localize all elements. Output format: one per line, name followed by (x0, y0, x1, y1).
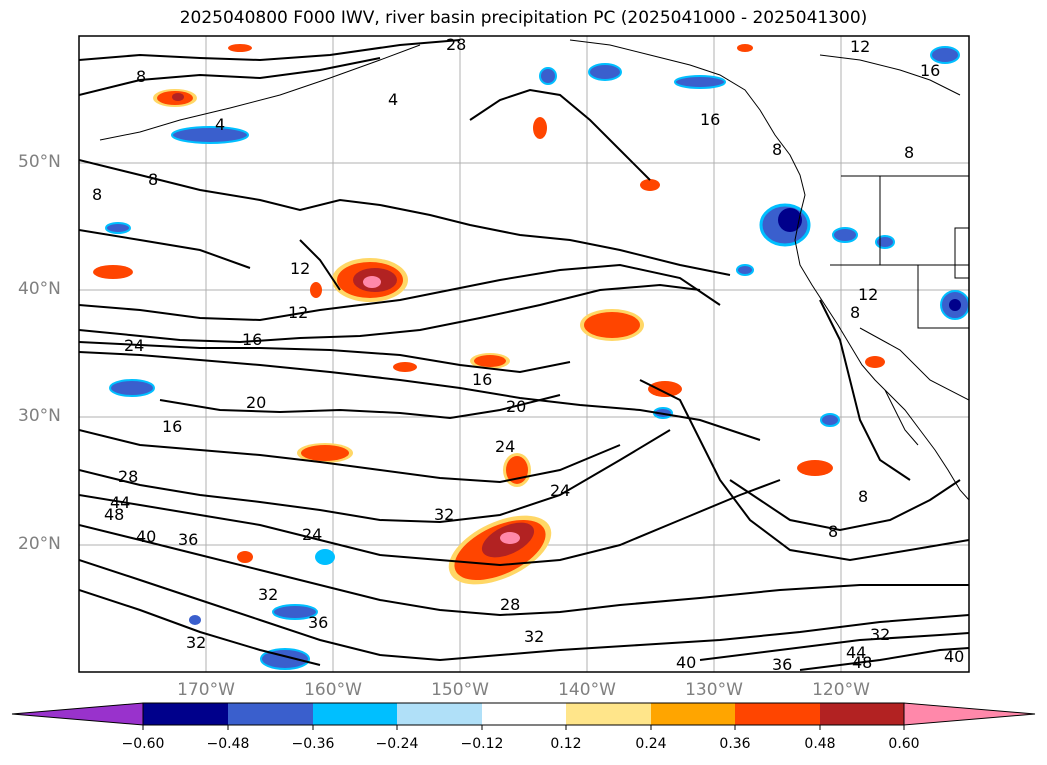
contour-label: 12 (290, 259, 310, 278)
contour-label: 8 (136, 67, 146, 86)
contour-label: 16 (472, 370, 492, 389)
contour-label: 32 (870, 625, 890, 644)
contour-label: 40 (944, 647, 964, 666)
contour-label: 12 (288, 303, 308, 322)
contour-label: 28 (118, 467, 138, 486)
colorbar-tick: 0.24 (635, 736, 667, 752)
contour-label: 8 (148, 170, 158, 189)
map-area (79, 36, 969, 672)
contour-label: 8 (904, 143, 914, 162)
contour-label: 8 (828, 522, 838, 541)
contour-label: 36 (308, 613, 328, 632)
contour-label: 32 (524, 627, 544, 646)
contour-label: 8 (92, 185, 102, 204)
colorbar-tick: −0.36 (291, 736, 335, 752)
colorbar (11, 702, 1036, 730)
contour-label: 24 (495, 437, 515, 456)
lat-label-40n: 40°N (18, 279, 61, 299)
map-frame (78, 35, 970, 673)
colorbar-tick: −0.48 (206, 736, 250, 752)
contour-label: 48 (852, 653, 872, 672)
lon-label-170w: 170°W (177, 680, 235, 700)
contour-label: 8 (858, 487, 868, 506)
lon-label-150w: 150°W (431, 680, 489, 700)
contour-label: 4 (215, 115, 225, 134)
contour-label: 16 (700, 110, 720, 129)
contour-label: 16 (162, 417, 182, 436)
lon-label-130w: 130°W (685, 680, 743, 700)
contour-label: 28 (446, 35, 466, 54)
contour-label: 4 (388, 90, 398, 109)
contour-label: 48 (104, 505, 124, 524)
contour-label: 32 (434, 505, 454, 524)
contour-label: 40 (136, 527, 156, 546)
contour-label: 44 (846, 643, 866, 662)
colorbar-tick: −0.24 (375, 736, 419, 752)
colorbar-tick: 0.12 (550, 736, 582, 752)
contour-label: 36 (178, 530, 198, 549)
contour-labels: 8 8 8 4 4 8 12 16 28 12 12 16 24 16 20 1… (92, 35, 964, 674)
positive-precip-areas (93, 44, 885, 585)
lat-label-30n: 30°N (18, 406, 61, 426)
lon-label-140w: 140°W (558, 680, 616, 700)
coastlines (99, 39, 969, 501)
contour-label: 24 (302, 525, 322, 544)
map-title: 2025040800 F000 IWV, river basin precipi… (179, 8, 868, 28)
iwv-contours (79, 39, 969, 671)
contour-label: 8 (850, 303, 860, 322)
contour-label: 28 (500, 595, 520, 614)
contour-label: 40 (676, 653, 696, 672)
contour-label: 36 (772, 655, 792, 674)
contour-label: 32 (258, 585, 278, 604)
lat-label-50n: 50°N (18, 152, 61, 172)
lat-label-20n: 20°N (18, 534, 61, 554)
contour-label: 16 (920, 61, 940, 80)
colorbar-tick: 0.36 (719, 736, 751, 752)
contour-label: 20 (246, 393, 266, 412)
contour-label: 16 (242, 330, 262, 349)
colorbar-tick: 0.48 (804, 736, 836, 752)
contour-label: 12 (858, 285, 878, 304)
colorbar-tick: −0.12 (460, 736, 504, 752)
colorbar-tick: −0.60 (121, 736, 165, 752)
colorbar-tick: 0.60 (888, 736, 920, 752)
contour-label: 12 (850, 37, 870, 56)
negative-precip-areas (105, 46, 969, 670)
lon-label-160w: 160°W (304, 680, 362, 700)
contour-label: 32 (186, 633, 206, 652)
contour-label: 44 (110, 493, 130, 512)
contour-label: 8 (772, 140, 782, 159)
contour-label: 24 (550, 481, 570, 500)
lon-label-120w: 120°W (812, 680, 870, 700)
contour-label: 20 (506, 397, 526, 416)
contour-label: 24 (124, 336, 144, 355)
